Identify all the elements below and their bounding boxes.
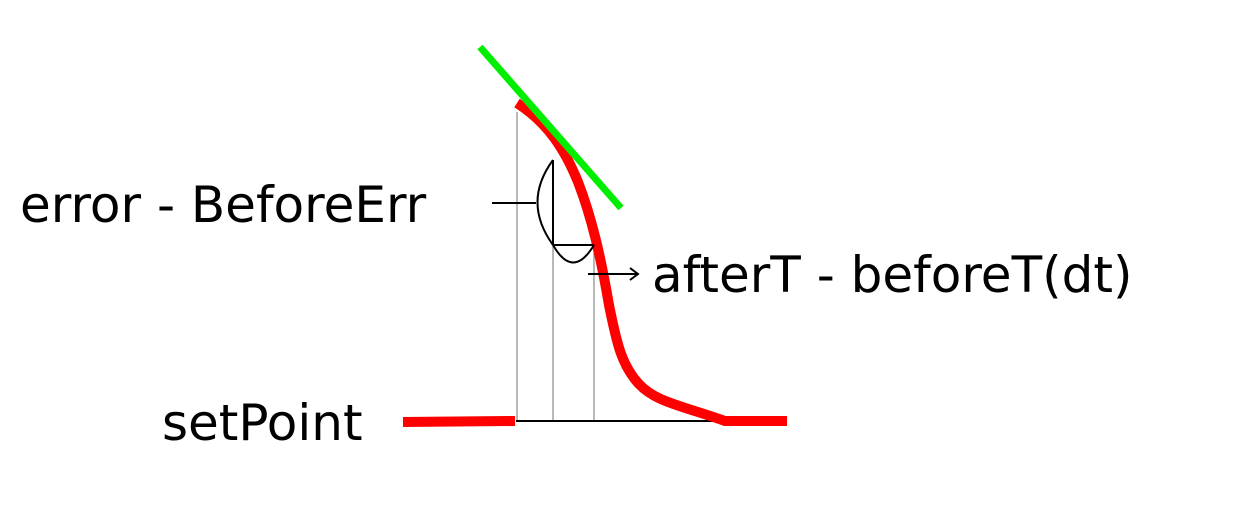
setpoint-left-segment [402,416,516,427]
time-difference-arrow-head [629,267,640,281]
time-difference-marker [552,244,640,281]
tangent-line [477,44,624,211]
response-curve [514,98,787,426]
error-difference-brace [536,159,554,246]
error-difference-marker [492,159,554,246]
error-difference-label: error - BeforeErr [20,176,427,234]
vertical-guide-lines [516,112,595,421]
time-difference-label: afterT - beforeT(dt) [652,246,1132,304]
time-difference-brace [552,244,595,264]
setpoint-label: setPoint [162,394,363,452]
